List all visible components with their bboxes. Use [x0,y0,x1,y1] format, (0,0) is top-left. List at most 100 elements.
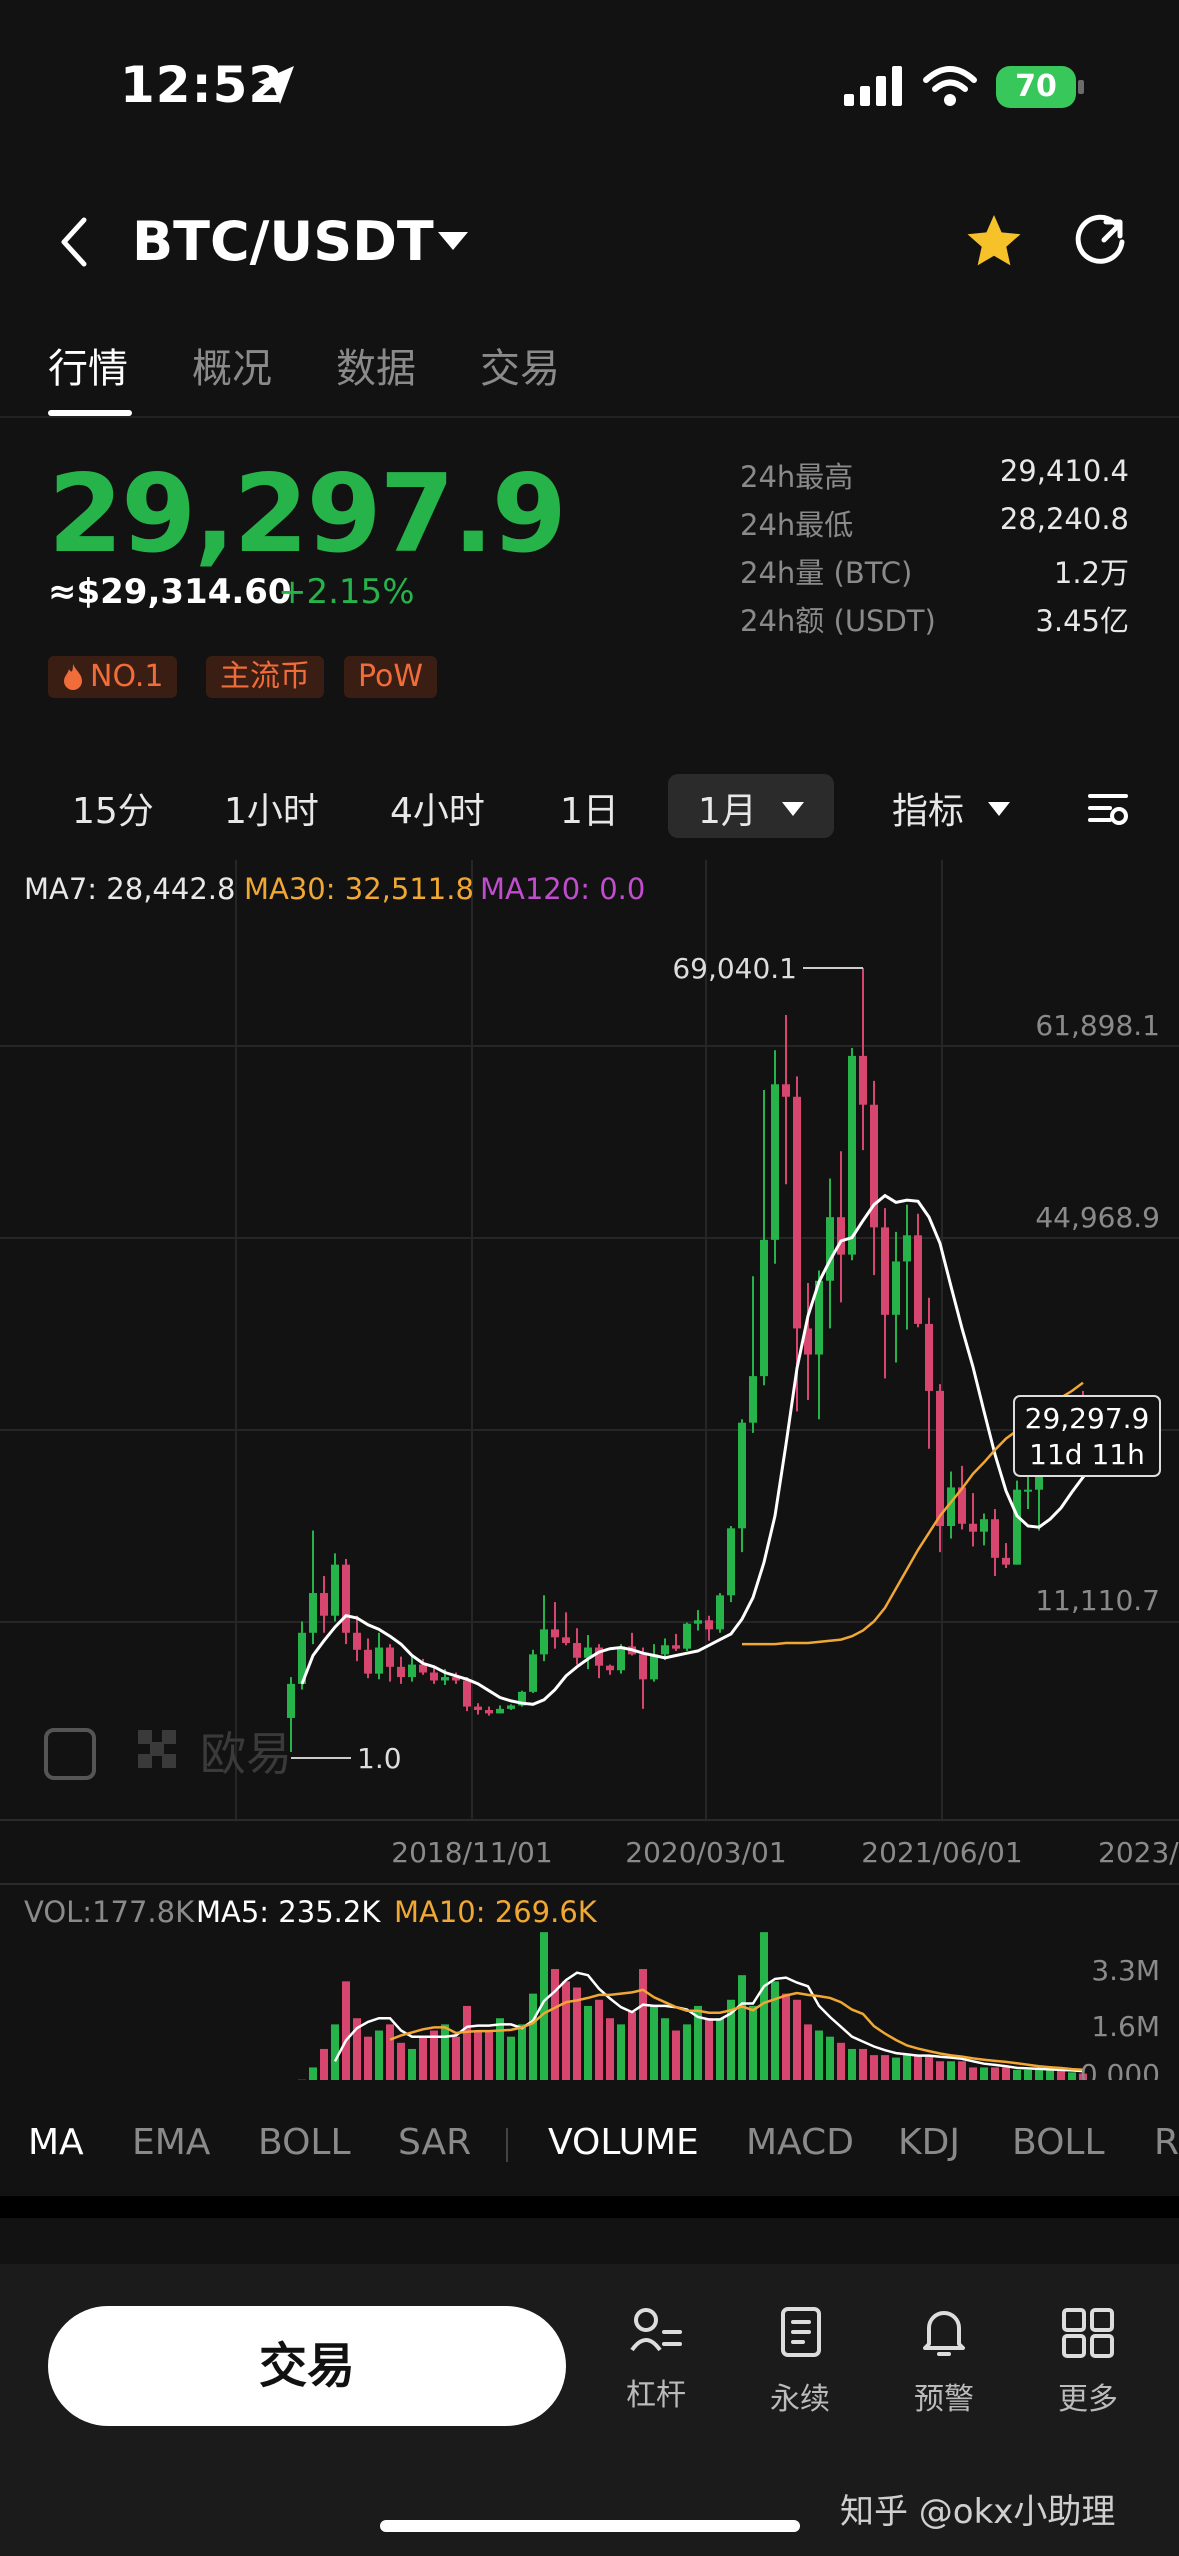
alert-button[interactable]: 预警 [894,2306,994,2418]
indicator-tab-boll[interactable]: BOLL [258,2122,351,2163]
tab-market[interactable]: 行情 [48,346,128,392]
candle-body [320,1593,328,1616]
volume-bar [760,1932,768,2080]
candle-body [507,1705,515,1709]
candle-body [705,1620,713,1630]
stat-low-label: 24h最低 [740,508,854,542]
candle-body [529,1654,537,1692]
candle-body [639,1654,647,1680]
volume-bar [650,2005,658,2080]
category-tag: 主流币 [206,656,324,698]
volume-bar [837,2042,845,2080]
indicator-tab-ma[interactable]: MA [28,2122,84,2163]
indicator-tab-ema[interactable]: EMA [132,2122,211,2163]
stat-volume-label: 24h量 (BTC) [740,556,913,590]
interval-1m-selected[interactable] [668,774,834,838]
volume-bar [441,2024,449,2080]
volume-bar [540,1932,548,2080]
change-percent: +2.15% [278,572,415,612]
volume-bar [826,2036,834,2080]
usd-price: ≈$29,314.60 [48,572,292,612]
interval-1d[interactable]: 1日 [560,791,619,832]
candle-body [936,1390,944,1527]
section-divider [0,2196,1179,2218]
chart-settings-icon[interactable] [1088,788,1128,828]
volume-bar [463,2005,471,2080]
indicator-tab-sar[interactable]: SAR [398,2122,472,2163]
tab-data[interactable]: 数据 [336,346,416,392]
candle-body [815,1280,823,1355]
indicator-menu[interactable]: 指标 [892,791,965,832]
candle-body [925,1323,933,1391]
volume-bar [606,2018,614,2080]
volume-bar [628,2012,636,2080]
candle-body [562,1637,570,1643]
indicator-tab-r[interactable]: R [1154,2122,1179,2163]
margin-label: 杠杆 [626,2378,686,2413]
candle-body [342,1564,350,1633]
star-favorite-icon[interactable] [964,212,1024,270]
x-tick-label: 2023/ [1098,1836,1179,1869]
candlestick-chart[interactable]: 61,898.1 44,968.9 11,110.7 2018/11/01 2020/0… [0,860,1179,2080]
volume-bar [496,2018,504,2080]
volume-bar [573,1987,581,2080]
more-button[interactable]: 更多 [1038,2306,1138,2418]
tab-overview[interactable]: 概况 [192,346,272,392]
okx-logo-watermark [44,1728,176,1780]
countdown-label: 11d 11h [1029,1438,1145,1471]
back-chevron-icon[interactable] [54,214,94,270]
volume-bar [1068,2072,1076,2080]
candle-body [485,1709,493,1714]
margin-icon [630,2308,682,2352]
vol-label: VOL:177.8K [24,1895,195,1929]
candle-body [584,1647,592,1658]
expand-icon[interactable] [44,1728,96,1780]
candle-body [892,1261,900,1315]
indicator-tab-kdj[interactable]: KDJ [898,2122,960,2163]
indicator-tab-macd[interactable]: MACD [746,2122,854,2163]
candle-body [408,1664,416,1678]
volume-bar [771,1981,779,2080]
low-marker-label: 1.0 [357,1742,402,1775]
candle-body [617,1646,625,1671]
trade-button[interactable]: 交易 [48,2306,566,2426]
perpetual-icon [781,2307,821,2357]
brand-watermark-text: 欧易 [200,1727,292,1781]
home-indicator [380,2520,800,2532]
interval-15m[interactable]: 15分 [72,791,154,832]
stat-volume-value: 1.2万 [1053,556,1129,590]
volume-bar [815,2030,823,2080]
volume-bar [364,2036,372,2080]
y-tick-label: 61,898.1 [1035,1009,1160,1042]
interval-1h[interactable]: 1小时 [224,791,319,832]
perpetual-button[interactable]: 永续 [750,2306,850,2418]
volume-bar [694,2005,702,2080]
candle-body [727,1528,735,1596]
pair-title[interactable]: BTC/USDT [132,210,434,273]
okx-logo-block [162,1754,176,1768]
volume-bar [1013,2069,1021,2080]
more-label: 更多 [1058,2382,1118,2417]
candle-body [441,1677,449,1681]
volume-bar [518,2024,526,2080]
volume-bar [936,2061,944,2080]
indicator-divider [506,2128,508,2162]
high-marker-label: 69,040.1 [672,952,797,985]
volume-bar [639,1969,647,2080]
candle-body [870,1104,878,1228]
candle-body [397,1666,405,1678]
margin-button[interactable]: 杠杆 [606,2306,706,2414]
candle-body [848,1055,856,1255]
candle-body [298,1632,306,1684]
y-tick-label: 11,110.7 [1035,1584,1160,1617]
indicator-tab-volume[interactable]: VOLUME [548,2122,699,2163]
volume-bar [782,1993,790,2080]
candle-body [804,1328,812,1355]
indicator-tab-boll-2[interactable]: BOLL [1012,2122,1105,2163]
interval-4h[interactable]: 4小时 [390,791,485,832]
candle-body [331,1564,339,1616]
tab-trade[interactable]: 交易 [480,346,560,392]
pair-dropdown-icon[interactable] [436,230,470,254]
share-refresh-icon[interactable] [1072,212,1130,270]
fire-icon [64,664,82,690]
